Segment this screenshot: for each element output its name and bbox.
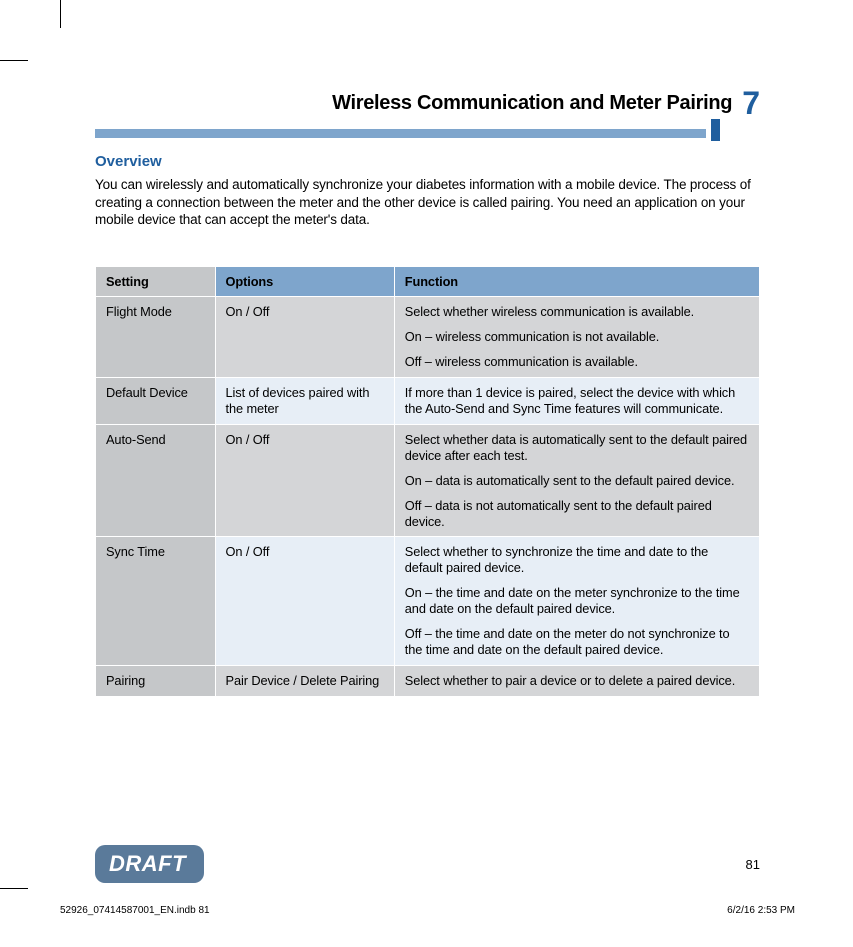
print-info: 52926_07414587001_EN.indb 81 6/2/16 2:53…	[60, 905, 795, 916]
cell-setting: Sync Time	[96, 537, 216, 666]
crop-mark	[60, 0, 61, 28]
cell-setting: Pairing	[96, 666, 216, 697]
page-footer: DRAFT 81	[95, 845, 760, 883]
cell-options: On / Off	[215, 537, 394, 666]
cell-function: If more than 1 device is paired, select …	[394, 377, 759, 424]
table-row: PairingPair Device / Delete Pairing Selec…	[96, 666, 760, 697]
table-row: Auto-SendOn / Off Select whether data is …	[96, 424, 760, 537]
cell-setting: Auto-Send	[96, 424, 216, 537]
cell-function: Select whether data is automatically sen…	[394, 424, 759, 537]
function-paragraph: On – the time and date on the meter sync…	[405, 585, 749, 617]
cell-function: Select whether to synchronize the time a…	[394, 537, 759, 666]
page-number: 81	[746, 857, 760, 872]
table-row: Flight ModeOn / Off Select whether wirele…	[96, 296, 760, 377]
function-paragraph: On – data is automatically sent to the d…	[405, 473, 749, 489]
table-row: Sync TimeOn / Off Select whether to synch…	[96, 537, 760, 666]
function-paragraph: Select whether to pair a device or to de…	[405, 673, 749, 689]
cell-setting: Flight Mode	[96, 296, 216, 377]
body-text: You can wirelessly and automatically syn…	[95, 176, 760, 229]
header-setting: Setting	[96, 267, 216, 297]
cell-function: Select whether to pair a device or to de…	[394, 666, 759, 697]
chapter-header: Wireless Communication and Meter Pairing…	[95, 85, 760, 122]
function-paragraph: Select whether wireless communication is…	[405, 304, 749, 320]
chapter-title: Wireless Communication and Meter Pairing	[332, 92, 732, 115]
crop-mark	[0, 60, 28, 61]
cell-options: List of devices paired with the meter	[215, 377, 394, 424]
function-paragraph: Off – the time and date on the meter do …	[405, 626, 749, 658]
table-header-row: Setting Options Function	[96, 267, 760, 297]
cell-function: Select whether wireless communication is…	[394, 296, 759, 377]
chapter-number: 7	[742, 85, 760, 122]
cell-options: On / Off	[215, 424, 394, 537]
cell-options: Pair Device / Delete Pairing	[215, 666, 394, 697]
header-options: Options	[215, 267, 394, 297]
crop-mark	[0, 888, 28, 889]
cell-options: On / Off	[215, 296, 394, 377]
page-content: Wireless Communication and Meter Pairing…	[95, 85, 760, 697]
header-bar	[95, 126, 760, 141]
function-paragraph: On – wireless communication is not avail…	[405, 329, 749, 345]
header-function: Function	[394, 267, 759, 297]
function-paragraph: Select whether to synchronize the time a…	[405, 544, 749, 576]
section-title: Overview	[95, 153, 760, 170]
function-paragraph: Select whether data is automatically sen…	[405, 432, 749, 464]
function-paragraph: If more than 1 device is paired, select …	[405, 385, 749, 417]
table-row: Default DeviceList of devices paired wit…	[96, 377, 760, 424]
print-timestamp: 6/2/16 2:53 PM	[727, 905, 795, 916]
function-paragraph: Off – data is not automatically sent to …	[405, 498, 749, 530]
print-file: 52926_07414587001_EN.indb 81	[60, 905, 210, 916]
draft-badge: DRAFT	[95, 845, 204, 883]
cell-setting: Default Device	[96, 377, 216, 424]
function-paragraph: Off – wireless communication is availabl…	[405, 354, 749, 370]
settings-table: Setting Options Function Flight ModeOn /…	[95, 267, 760, 698]
